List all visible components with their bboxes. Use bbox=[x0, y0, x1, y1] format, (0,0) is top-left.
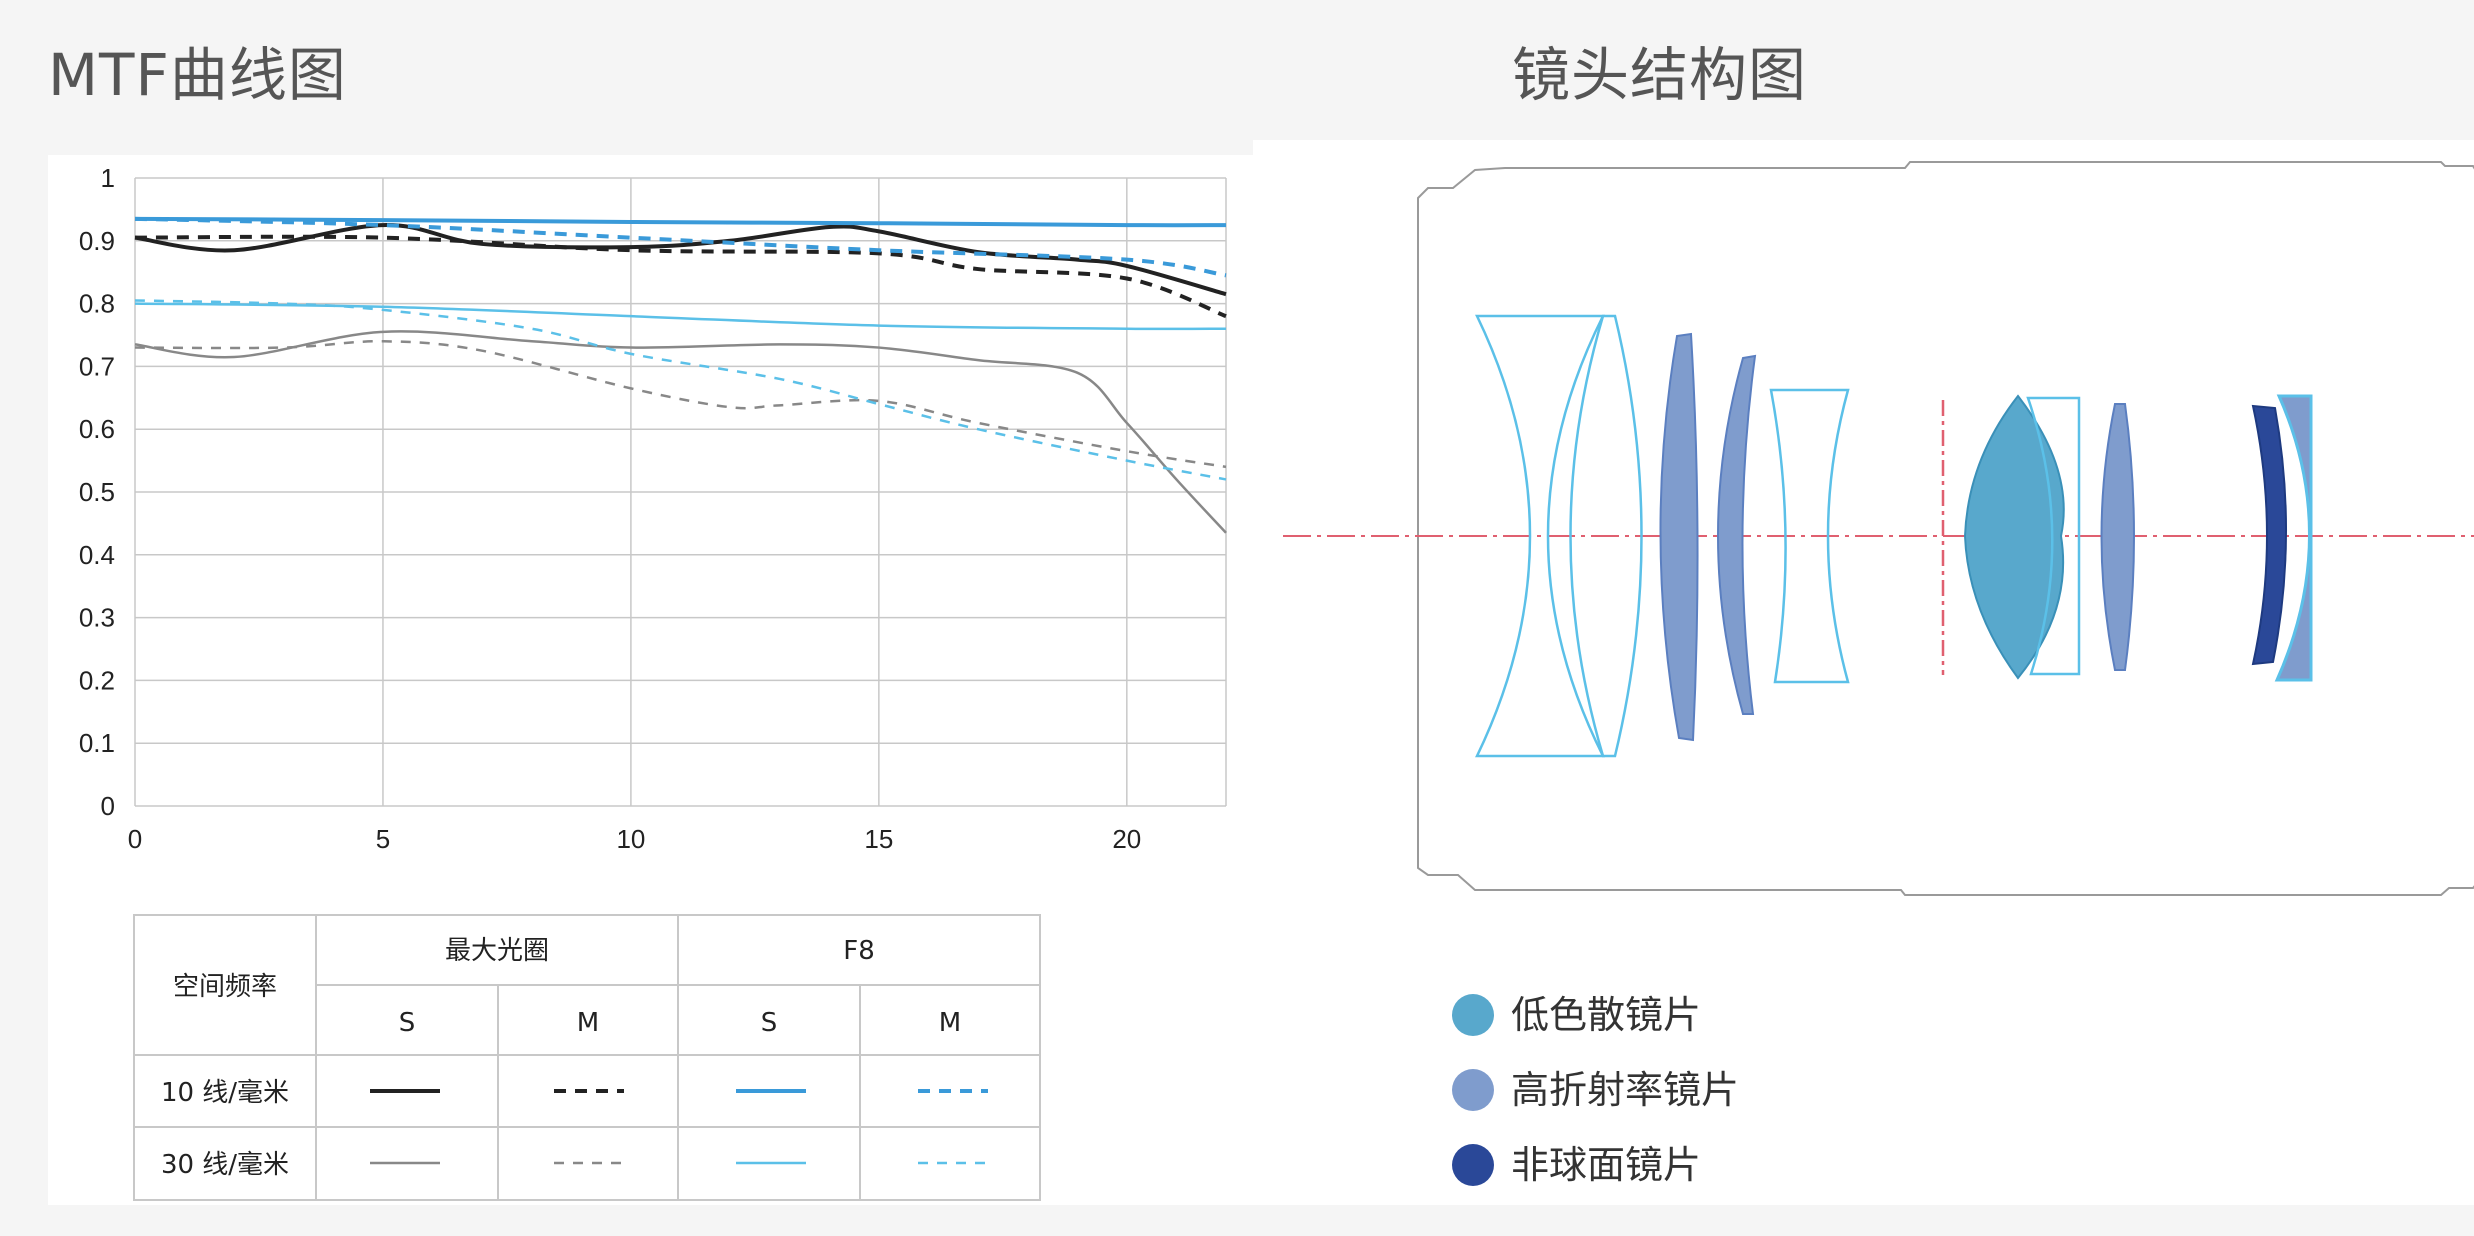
legend-label-aspherical: 非球面镜片 bbox=[1511, 1143, 1701, 1187]
legend-row-10: 10 线/毫米 bbox=[161, 1078, 289, 1108]
lens-element-7 bbox=[2026, 396, 2081, 676]
x-tick-label: 0 bbox=[128, 824, 142, 854]
chart-grid bbox=[134, 177, 1227, 807]
series-line-max-10-s bbox=[134, 223, 1227, 297]
x-tick-label: 10 bbox=[616, 824, 645, 854]
y-tick-label: 0.8 bbox=[79, 289, 115, 319]
y-tick-label: 0.5 bbox=[79, 477, 115, 507]
legend-row-30: 30 线/毫米 bbox=[161, 1150, 289, 1180]
y-tick-label: 0.2 bbox=[79, 665, 115, 695]
series-line-max-30-m bbox=[134, 340, 1227, 469]
x-tick-label: 15 bbox=[864, 824, 893, 854]
y-tick-label: 0.6 bbox=[79, 414, 115, 444]
lens-element-3 bbox=[1659, 332, 1699, 742]
series-line-max-10-m bbox=[134, 234, 1227, 319]
chart-axes: 00.10.20.30.40.50.60.70.80.910 5 10 15 20 bbox=[79, 163, 1141, 854]
lens-element-2 bbox=[1569, 314, 1643, 758]
series-line-f8-30-m bbox=[134, 299, 1227, 481]
legend-dot-aspherical bbox=[1452, 1144, 1494, 1186]
lens-element-6 bbox=[1963, 394, 2065, 680]
series-line-f8-10-s-thin bbox=[134, 302, 1227, 331]
legend-max-s: S bbox=[399, 1008, 416, 1038]
legend-freq-header: 空间频率 bbox=[173, 972, 277, 1002]
legend-f8: F8 bbox=[843, 936, 875, 966]
lens-element-5 bbox=[1769, 388, 1850, 684]
x-tick-label: 5 bbox=[376, 824, 390, 854]
lens-panel: 低色散镜片 高折射率镜片 非球面镜片 bbox=[1253, 140, 2474, 1205]
lens-element-10 bbox=[2274, 394, 2313, 682]
mtf-section-title: MTF曲线图 bbox=[48, 41, 347, 109]
y-tick-label: 0.4 bbox=[79, 540, 115, 570]
x-tick-label: 20 bbox=[1112, 824, 1141, 854]
mtf-panel: 0 0.1 0.2 0.3 0.4 0.5 0.6 0.7 0.8 0.9 1 0 5 10 15 20 空间… bbox=[48, 155, 1253, 1205]
legend-label-low-dispersion: 低色散镜片 bbox=[1511, 993, 1701, 1037]
y-tick-label: 0.3 bbox=[79, 603, 115, 633]
mtf-chart: 00.10.20.30.40.50.60.70.80.910 5 10 15 20 空间… bbox=[79, 163, 1227, 1201]
legend-dot-high-refraction bbox=[1452, 1069, 1494, 1111]
lens-section-title: 镜头结构图 bbox=[1512, 41, 1808, 109]
legend-max-m: M bbox=[577, 1008, 599, 1038]
y-tick-label: 1 bbox=[101, 163, 115, 193]
y-tick-label: 0 bbox=[101, 791, 115, 821]
y-tick-label: 0.1 bbox=[79, 728, 115, 758]
lens-element-4 bbox=[1717, 354, 1757, 715]
lens-element-8 bbox=[2100, 403, 2135, 671]
legend-f8-s: S bbox=[761, 1008, 778, 1038]
lens-barrel-outline bbox=[1417, 161, 2474, 896]
series-line-f8-10-m bbox=[134, 216, 1227, 278]
legend-dot-low-dispersion bbox=[1452, 994, 1494, 1036]
y-tick-label: 0.7 bbox=[79, 351, 115, 381]
legend-f8-m: M bbox=[939, 1008, 961, 1038]
lens-element-9 bbox=[2251, 404, 2288, 666]
chart-series bbox=[134, 216, 1227, 534]
series-line-f8-10-s bbox=[134, 216, 1227, 228]
y-tick-label: 0.9 bbox=[79, 226, 115, 256]
mtf-legend-table bbox=[133, 914, 1041, 1201]
legend-max-aperture: 最大光圈 bbox=[445, 936, 549, 966]
lens-structure-diagram: 低色散镜片 高折射率镜片 非球面镜片 bbox=[1283, 161, 2474, 1187]
series-line-max-30-s bbox=[134, 330, 1227, 534]
legend-label-high-refraction: 高折射率镜片 bbox=[1511, 1068, 1739, 1112]
